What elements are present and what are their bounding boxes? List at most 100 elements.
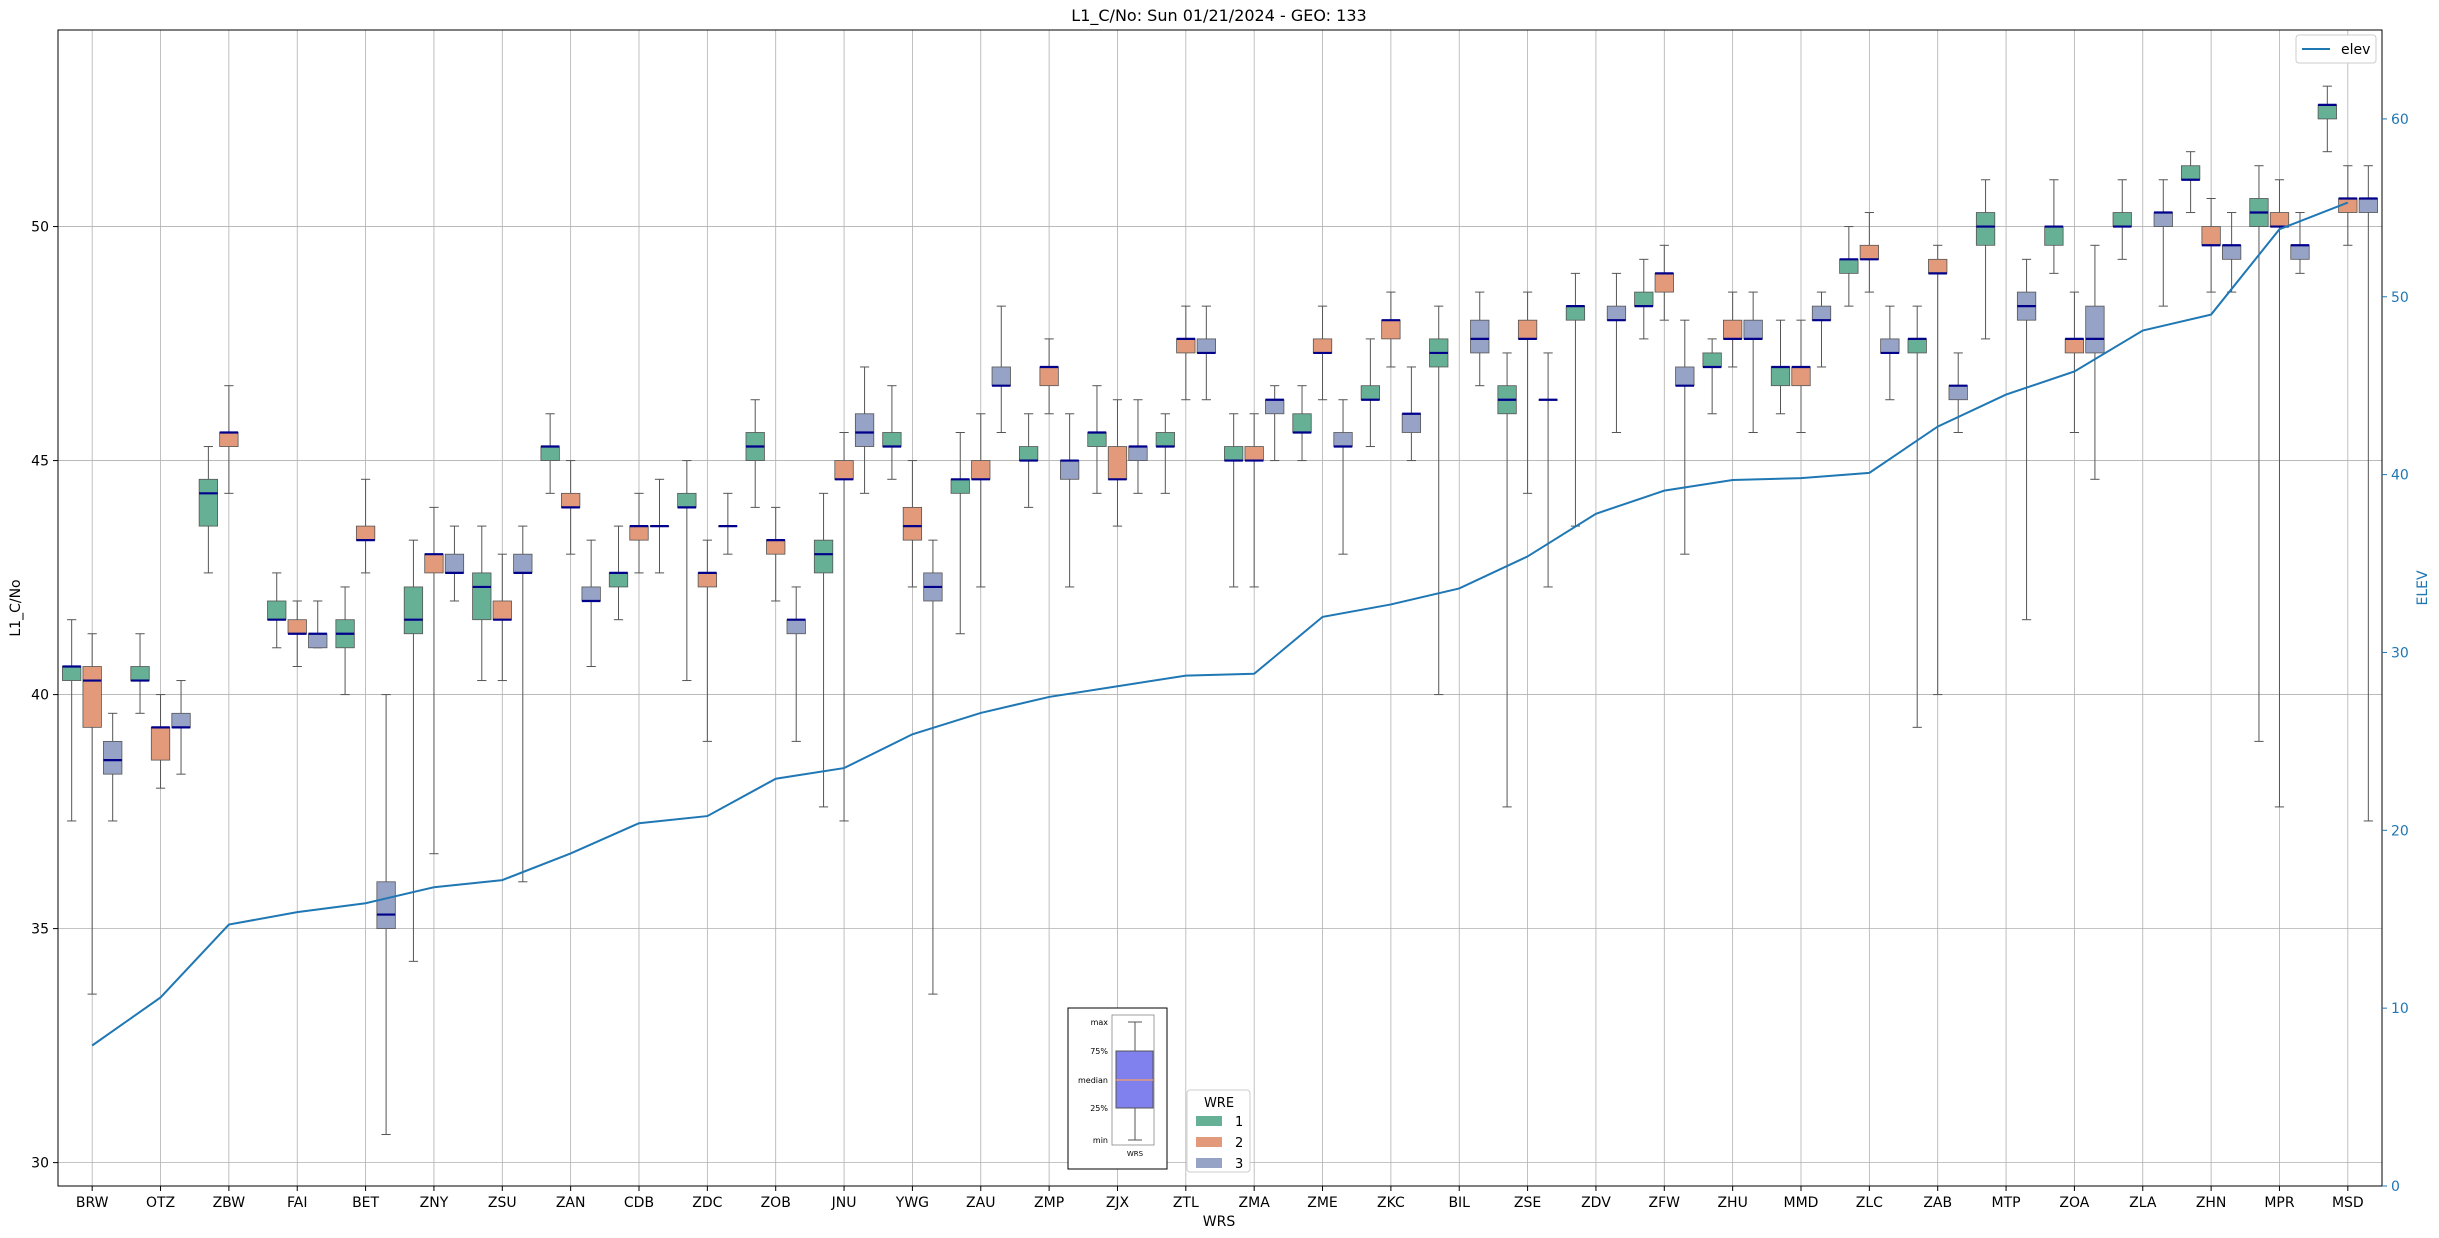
x-tick-label: MMD [1784,1195,1819,1211]
x-tick-label: ZJX [1106,1195,1130,1211]
box-plot [2221,212,2242,293]
box [1975,212,1996,246]
box [219,432,239,447]
y2-tick-label: 60 [2391,112,2409,128]
box [561,492,581,508]
box-plot [1606,272,1627,433]
y-tick-label: 35 [31,922,49,938]
box-plot [2290,212,2310,274]
box-plot [1517,291,1538,494]
x-tick-label: ZNY [420,1195,449,1211]
box [1224,446,1244,461]
box-plot [1155,413,1175,494]
y2-tick-label: 20 [2391,823,2409,839]
x-tick-label: ZFW [1649,1195,1681,1211]
box-plot [1196,305,1216,401]
box [444,553,465,574]
box [150,726,171,761]
box-key-label-median: median [1078,1076,1108,1085]
box-plot [1702,338,1722,415]
box [1839,258,1859,274]
box [1791,366,1811,387]
box-plot [834,431,854,822]
box-plot [697,539,717,742]
box [2221,244,2242,260]
box-plot [950,431,970,635]
box [581,586,601,602]
chart-title: L1_C/No: Sun 01/21/2024 - GEO: 133 [1071,6,1366,26]
box [813,539,834,574]
box-plot [786,586,806,742]
box-plot [2016,258,2037,621]
box [1244,446,1264,461]
box-key-xlabel: WRS [1127,1150,1144,1158]
box-plot [2201,197,2221,293]
box [540,446,560,461]
x-tick-label: ZSU [488,1195,517,1211]
box [1059,460,1080,480]
x-tick-label: OTZ [146,1195,175,1211]
box [62,666,82,681]
elev-legend-label: elev [2341,42,2370,58]
x-tick-label: ZMP [1034,1195,1064,1211]
box-plot [923,539,943,995]
box-plot [1723,291,1743,368]
box-plot [1565,272,1586,527]
x-tick-label: BRW [76,1195,109,1211]
box-plot [581,539,601,668]
box [2269,212,2290,227]
box [1880,338,1900,354]
box [882,432,902,447]
box-plot [376,694,396,1136]
x-tick-label: MPR [2264,1195,2295,1211]
box-key-label-q1: 25% [1090,1104,1108,1113]
box-plot [472,525,492,682]
box-plot [1907,305,1927,728]
x-tick-label: BET [352,1195,379,1211]
box [82,666,102,728]
box [1018,446,1039,461]
box [130,666,150,681]
x-axis: BRW OTZ ZBW FAI BET ZNY ZSU ZAN CDB ZDC ZOB JNU YWG Z… [76,1186,2364,1211]
box-plot [1654,244,1674,321]
x-tick-label: ZME [1307,1195,1338,1211]
box [472,572,492,621]
box [834,460,854,480]
box [971,460,991,480]
box-plot [608,525,629,621]
box-plot [1107,399,1128,527]
box [355,525,376,541]
box-plot [2338,165,2358,246]
x-tick-label: ZAU [966,1195,995,1211]
box-plot [1059,413,1080,588]
box [1723,319,1743,340]
box [424,553,444,574]
x-tick-label: FAI [287,1195,307,1211]
box [513,553,533,574]
y-tick-label: 30 [31,1156,49,1172]
y2-tick-label: 40 [2391,468,2409,484]
x-tick-label: CDB [624,1195,654,1211]
y-axis-label: L1_C/No [8,579,24,636]
elev-legend: elev [2295,34,2377,64]
x-tick-label: ZTL [1173,1195,1199,1211]
box-plot [82,633,102,995]
box [1606,305,1627,321]
box-plot [424,506,444,855]
box-plot [1743,291,1763,433]
box-plot [1859,212,1879,293]
box [697,572,717,588]
y-tick-label: 45 [31,454,49,470]
y2-tick-label: 50 [2391,290,2409,306]
box-plot [355,478,376,574]
box-plot [1401,366,1422,462]
box-key-label-min: min [1093,1136,1108,1145]
box [1470,319,1490,354]
box [2180,165,2201,181]
x-tick-label: ZBW [213,1195,246,1211]
box-plot [219,385,239,494]
box-plot [1265,385,1285,462]
box [492,600,512,621]
wre-legend-swatch-1 [1196,1116,1222,1126]
box-plot [403,539,424,962]
